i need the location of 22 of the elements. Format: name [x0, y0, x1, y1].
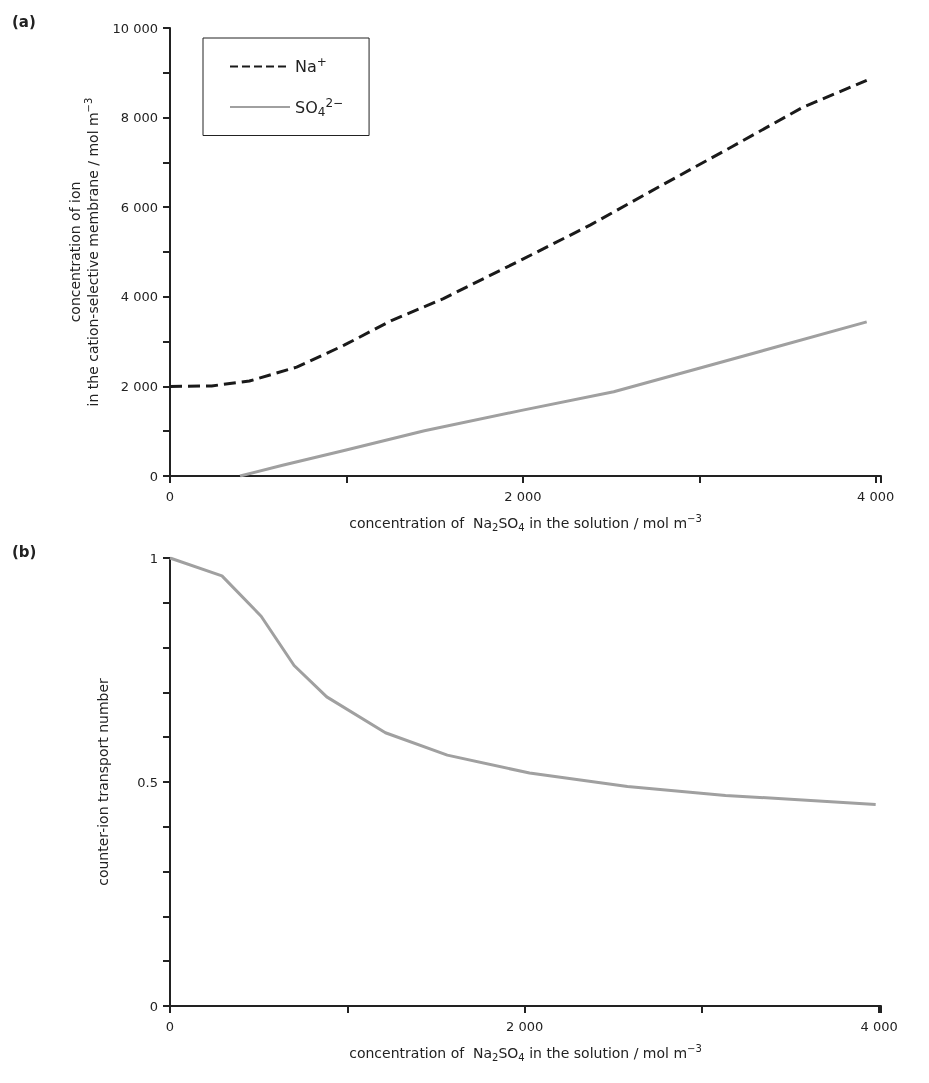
y-axis-title: counter-ion transport number: [95, 677, 111, 886]
x-tick-label: 2 000: [506, 1019, 544, 1034]
y-tick-label: 8 000: [120, 110, 158, 126]
line-series: [238, 320, 869, 478]
y-tick-label: 1: [149, 550, 158, 566]
y-tick-label: 10 000: [112, 20, 158, 36]
line-series: [168, 556, 878, 806]
y-tick-label: 2 000: [120, 378, 158, 394]
x-tick-label: 4 000: [860, 1019, 898, 1034]
x-tick-label: 0: [165, 489, 175, 504]
y-tick-label: 0: [149, 998, 158, 1014]
x-tick-label: 2 000: [504, 489, 542, 504]
x-tick-label: 4 000: [857, 489, 895, 504]
text: (b): [12, 542, 37, 561]
y-tick-label: 6 000: [120, 199, 158, 215]
legend-label: Na+: [295, 55, 327, 76]
y-tick-label: 0.5: [137, 774, 158, 790]
x-tick-label: 0: [165, 1019, 175, 1034]
text: (a): [12, 12, 36, 31]
y-axis-title: concentration of ion in the cation-selective membrane / mol m−3: [66, 97, 101, 407]
y-tick-label: 4 000: [120, 289, 158, 305]
y-tick-label: 0: [149, 468, 158, 484]
